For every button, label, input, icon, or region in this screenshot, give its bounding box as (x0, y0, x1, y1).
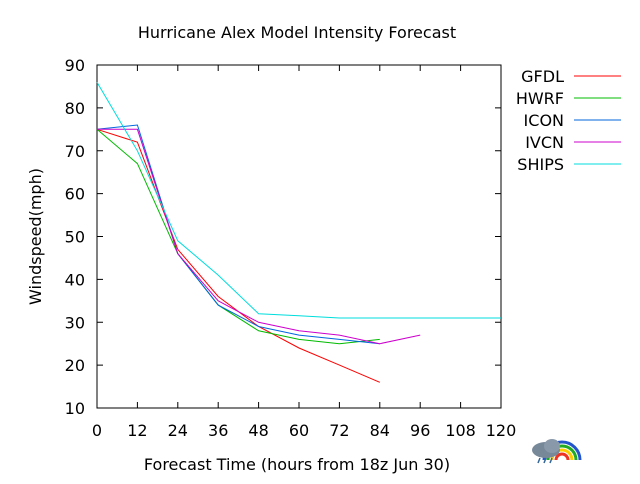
y-axis-label: Windspeed(mph) (26, 168, 45, 305)
legend-label-ships: SHIPS (517, 155, 564, 174)
x-tick-label: 108 (445, 421, 476, 440)
y-tick-label: 20 (65, 356, 85, 375)
series-line-icon (96, 124, 380, 345)
series-lines (96, 81, 501, 383)
rain-drop-3 (549, 457, 553, 464)
y-tick-label: 50 (65, 228, 85, 247)
legend-label-ivcn: IVCN (525, 133, 564, 152)
x-tick-label: 72 (329, 421, 349, 440)
plot-frame (96, 64, 502, 409)
cloud-puff (544, 439, 560, 453)
series-line-hwrf (96, 128, 380, 345)
x-tick-label: 84 (370, 421, 390, 440)
x-tick-label: 60 (289, 421, 309, 440)
plot-area: 10 20 30 40 50 60 70 80 90 0 12 24 36 48 60 72 84 96 108 1… (65, 56, 517, 440)
y-tick-label: 70 (65, 142, 85, 161)
rainbow-arc-center (554, 452, 570, 461)
x-tick-label: 48 (248, 421, 268, 440)
legend-label-icon: ICON (524, 111, 564, 130)
x-tick-label: 12 (127, 421, 147, 440)
weather-logo (532, 439, 582, 464)
y-tick-label: 30 (65, 313, 85, 332)
y-tick-label: 60 (65, 185, 85, 204)
rain-drop-2 (543, 457, 547, 464)
series-line-ships (96, 81, 501, 319)
x-tick-label: 120 (486, 421, 517, 440)
x-tick-label: 24 (168, 421, 188, 440)
x-tick-label: 0 (92, 421, 102, 440)
x-axis-ticks: 0 12 24 36 48 60 72 84 96 108 120 (92, 65, 516, 440)
x-axis-label: Forecast Time (hours from 18z Jun 30) (144, 455, 450, 474)
chart-title: Hurricane Alex Model Intensity Forecast (138, 23, 456, 42)
series-line-ivcn (97, 128, 421, 345)
y-tick-label: 10 (65, 399, 85, 418)
x-tick-label: 96 (410, 421, 430, 440)
legend-label-gfdl: GFDL (521, 67, 564, 86)
legend: GFDL HWRF ICON IVCN SHIPS (516, 67, 621, 174)
y-axis-ticks: 10 20 30 40 50 60 70 80 90 (65, 56, 501, 418)
y-tick-label: 40 (65, 270, 85, 289)
y-tick-label: 80 (65, 99, 85, 118)
legend-label-hwrf: HWRF (516, 89, 564, 108)
y-tick-label: 90 (65, 56, 85, 75)
x-tick-label: 36 (208, 421, 228, 440)
rain-drop-1 (537, 457, 541, 464)
